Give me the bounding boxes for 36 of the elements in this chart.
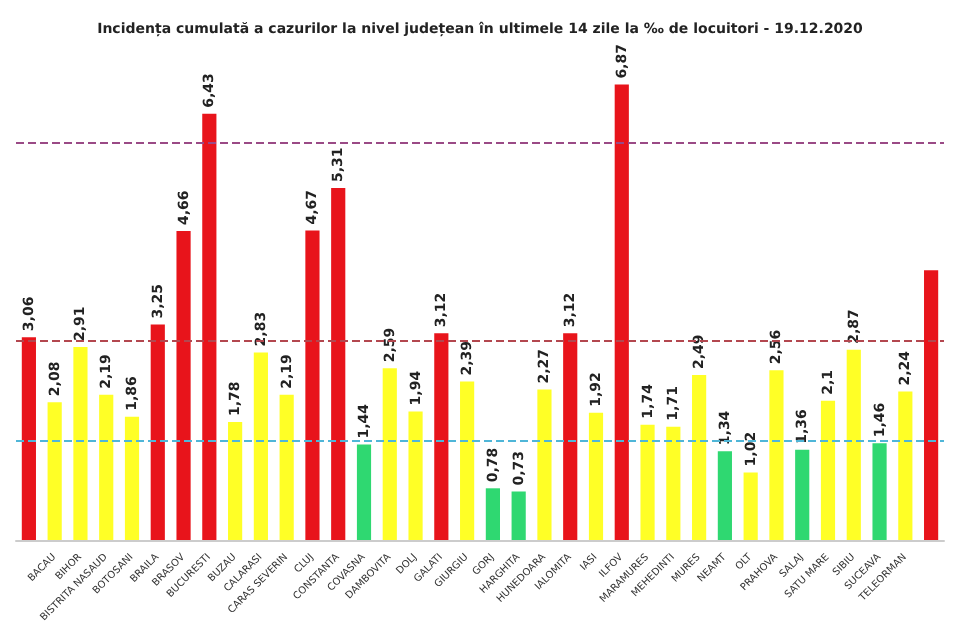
bar [382, 368, 397, 540]
bar [769, 370, 784, 540]
bar [434, 333, 449, 540]
bar [202, 113, 217, 540]
bar [485, 488, 500, 540]
bar [21, 337, 36, 540]
bar [99, 394, 114, 540]
bar [305, 230, 320, 540]
bar [820, 400, 836, 540]
bar [47, 402, 62, 540]
bar [150, 324, 165, 540]
bar [537, 389, 552, 540]
bar [717, 451, 732, 540]
bar [408, 411, 423, 540]
bar [640, 424, 655, 540]
bar [692, 374, 707, 540]
bar [331, 188, 346, 540]
bar [614, 84, 629, 540]
bar [795, 449, 810, 540]
bar [124, 416, 140, 540]
bar [563, 333, 578, 540]
bar [511, 491, 526, 540]
bar [898, 391, 913, 540]
bar [460, 381, 475, 540]
bar [176, 231, 191, 540]
bar [73, 347, 88, 540]
bar [279, 394, 294, 540]
bar [666, 426, 681, 540]
bar [846, 349, 861, 540]
bar [872, 443, 887, 540]
bar [253, 352, 268, 540]
bar [588, 412, 604, 540]
bar [924, 270, 939, 540]
bar [228, 422, 243, 540]
bar [356, 444, 372, 540]
bar [743, 472, 758, 540]
